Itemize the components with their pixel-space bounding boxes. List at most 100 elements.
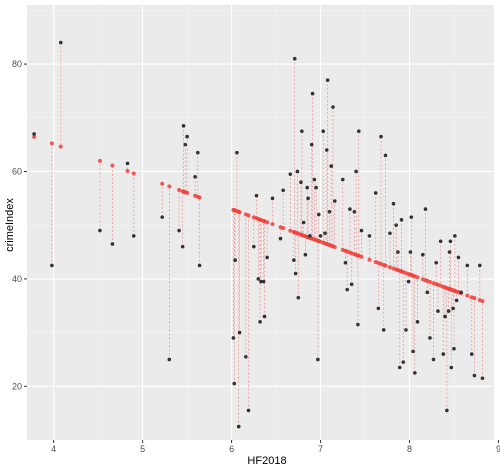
data-point	[177, 228, 181, 233]
data-point	[349, 282, 354, 287]
data-point	[308, 234, 312, 238]
data-point	[480, 376, 485, 381]
fitted-point	[131, 171, 136, 176]
data-point	[436, 309, 440, 313]
data-point	[447, 250, 452, 254]
data-point	[296, 295, 301, 300]
data-point	[340, 177, 345, 182]
fitted-point	[367, 257, 372, 262]
observed-points	[32, 40, 485, 429]
data-point	[244, 354, 248, 359]
data-point	[265, 255, 269, 260]
data-point	[329, 164, 334, 168]
data-point	[354, 169, 358, 174]
data-point	[232, 381, 237, 386]
data-point	[428, 336, 432, 340]
panel-background	[27, 5, 494, 440]
fitted-point	[49, 141, 54, 146]
data-point	[453, 234, 457, 238]
data-point	[59, 40, 63, 45]
fitted-point	[125, 169, 130, 174]
data-point	[295, 169, 300, 174]
data-point	[352, 209, 357, 214]
data-point	[98, 228, 102, 233]
fitted-point	[359, 254, 364, 259]
fitted-point	[427, 279, 432, 284]
fitted-point	[472, 296, 477, 301]
data-point	[469, 352, 474, 356]
fitted-point	[167, 184, 172, 189]
data-point	[396, 250, 400, 254]
x-tick-label: 5	[140, 444, 145, 454]
data-point	[381, 328, 386, 332]
data-point	[305, 185, 310, 190]
data-point	[183, 142, 188, 147]
axis-ticks	[24, 63, 499, 443]
data-point	[449, 365, 454, 370]
data-point	[310, 91, 315, 96]
data-point	[399, 218, 404, 222]
data-point	[348, 207, 352, 211]
fitted-point	[246, 213, 251, 218]
data-point	[312, 177, 317, 182]
minor-gridlines	[27, 5, 494, 440]
data-point	[258, 320, 262, 324]
data-point	[443, 314, 447, 319]
data-point	[343, 260, 348, 265]
fitted-point	[415, 275, 420, 280]
data-point	[448, 239, 453, 244]
data-point	[421, 252, 425, 257]
fitted-point	[58, 144, 63, 149]
data-point	[316, 212, 321, 217]
data-point	[441, 352, 446, 356]
fitted-point	[237, 210, 242, 215]
data-point	[388, 231, 392, 236]
data-point	[110, 242, 115, 246]
fitted-point	[480, 299, 485, 304]
data-point	[451, 306, 455, 311]
data-point	[434, 260, 438, 265]
y-tick-label: 60	[12, 166, 22, 176]
data-point	[235, 150, 239, 155]
data-point	[324, 148, 329, 152]
x-tick-label: 8	[407, 444, 412, 454]
data-point	[254, 193, 259, 198]
fitted-point	[97, 158, 102, 163]
data-point	[373, 191, 378, 195]
x-tick-labels: 4 5 6 7 8 9	[51, 444, 500, 454]
data-point	[332, 199, 337, 203]
fitted-point	[177, 187, 182, 192]
data-point	[345, 287, 350, 292]
data-point	[50, 263, 54, 268]
data-point	[406, 279, 411, 284]
data-point	[401, 360, 406, 364]
data-point	[423, 207, 428, 211]
data-point	[301, 220, 306, 225]
data-point	[167, 357, 172, 362]
fitted-point	[270, 222, 275, 227]
data-point	[413, 371, 417, 375]
data-point	[292, 56, 297, 61]
data-point	[477, 263, 482, 268]
fitted-point	[383, 263, 388, 268]
data-point	[459, 290, 463, 295]
x-axis-title: HF2018	[247, 455, 286, 467]
data-point	[327, 209, 332, 214]
data-point	[237, 330, 242, 335]
data-point	[404, 328, 408, 332]
data-point	[261, 279, 266, 284]
x-tick-label: 7	[318, 444, 323, 454]
data-point	[359, 228, 364, 233]
data-point	[391, 201, 396, 206]
fitted-point	[185, 190, 190, 195]
data-point	[318, 234, 323, 238]
data-point	[246, 408, 251, 413]
data-point	[278, 236, 283, 241]
fitted-point	[465, 293, 470, 298]
fitted-point	[288, 228, 293, 233]
data-point	[231, 336, 236, 340]
data-point	[323, 231, 327, 236]
data-point	[438, 239, 443, 244]
data-point	[185, 134, 189, 139]
data-point	[376, 306, 381, 311]
